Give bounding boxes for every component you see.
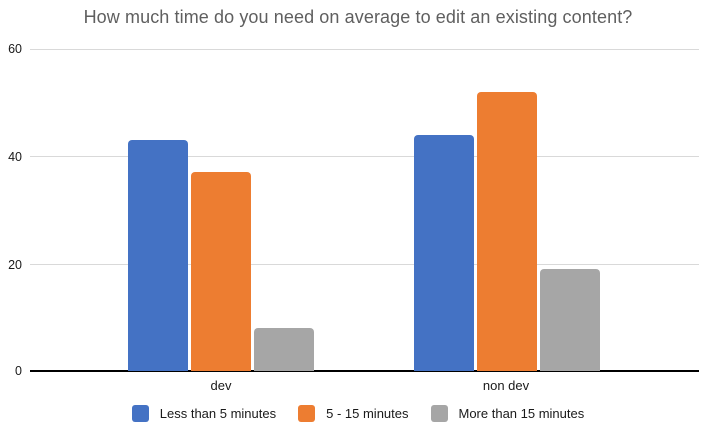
legend-item-5-15-minutes: 5 - 15 minutes: [298, 405, 409, 422]
x-axis-line: [30, 370, 699, 372]
legend-item-less-than-5-minutes: Less than 5 minutes: [131, 405, 277, 422]
legend-swatch-gray: [430, 405, 448, 422]
bar-dev-less-than-5-minutes: [128, 140, 188, 371]
bar-group-non-dev: [414, 49, 600, 371]
chart-title: How much time do you need on average to …: [83, 7, 633, 27]
legend-item-more-than-15-minutes: More than 15 minutes: [430, 405, 585, 422]
y-axis-tick-label: 60: [8, 42, 22, 56]
bar-group-dev: [128, 49, 314, 371]
plot-area: [30, 49, 699, 372]
gridline-20: [30, 263, 699, 265]
gridline-60: [30, 49, 699, 50]
bar-dev-more-than-15-minutes: [254, 328, 314, 371]
bar-non-dev-5-15-minutes: [477, 91, 537, 371]
legend: Less than 5 minutes 5 - 15 minutes More …: [0, 405, 716, 422]
y-axis-tick-label: 20: [8, 258, 22, 272]
bar-dev-5-15-minutes: [191, 172, 251, 371]
legend-label: More than 15 minutes: [458, 406, 585, 421]
legend-label: 5 - 15 minutes: [326, 406, 409, 421]
x-axis-label-non-dev: non dev: [482, 378, 530, 393]
legend-swatch-orange: [298, 405, 316, 422]
legend-swatch-blue: [131, 405, 149, 422]
y-axis-tick-label: 40: [8, 150, 22, 164]
x-axis-label-dev: dev: [210, 378, 232, 393]
y-axis-tick-label: 0: [15, 364, 22, 378]
legend-label: Less than 5 minutes: [159, 406, 277, 421]
bar-non-dev-more-than-15-minutes: [540, 269, 600, 371]
gridline-40: [30, 156, 699, 158]
bar-non-dev-less-than-5-minutes: [414, 134, 474, 371]
